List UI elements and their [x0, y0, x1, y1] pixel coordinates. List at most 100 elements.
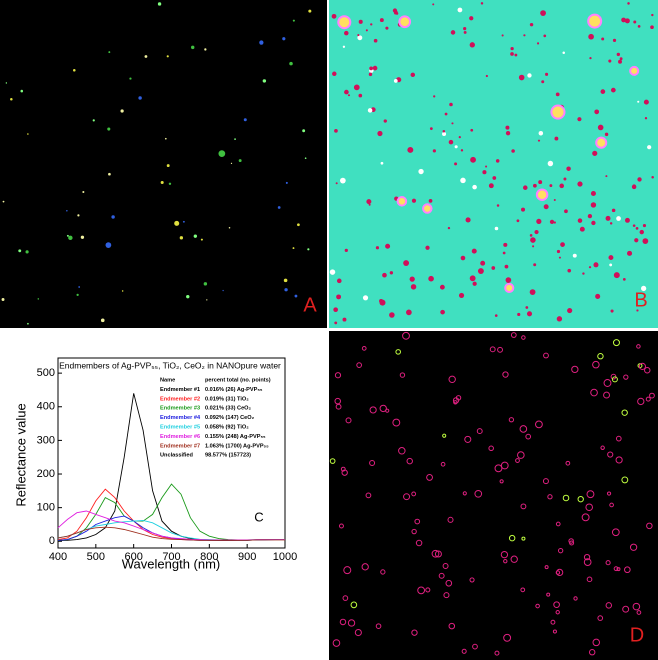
particle — [449, 102, 453, 107]
particle — [460, 255, 466, 261]
particle — [538, 130, 544, 136]
x-axis-label: Wavelength (nm) — [122, 556, 221, 571]
particle — [635, 226, 639, 230]
particle — [616, 52, 621, 57]
particle — [608, 255, 614, 261]
particle — [510, 332, 517, 338]
particle — [590, 190, 596, 196]
particle — [403, 493, 411, 501]
particle — [389, 271, 394, 275]
particle — [27, 133, 29, 135]
particle — [638, 362, 647, 370]
particle — [526, 311, 533, 317]
particle — [535, 603, 540, 609]
particle — [538, 180, 543, 185]
particle — [234, 138, 236, 140]
particle — [525, 306, 529, 309]
particle — [340, 466, 346, 472]
particle — [334, 128, 338, 133]
particle — [418, 168, 424, 175]
particle — [393, 79, 398, 83]
particle — [341, 469, 348, 476]
particle — [331, 13, 337, 19]
particle — [637, 397, 645, 406]
particle — [463, 26, 467, 31]
particle — [627, 250, 633, 256]
particle — [472, 184, 477, 190]
particle — [68, 235, 73, 241]
particle — [444, 112, 448, 116]
particle — [494, 314, 498, 317]
y-tick-label: 100 — [37, 502, 55, 514]
particle — [623, 374, 629, 380]
particle — [499, 479, 504, 484]
legend-percent: 0.058% (92) TiO₂ — [205, 424, 249, 430]
particle — [607, 451, 614, 458]
particle — [597, 352, 604, 360]
particle — [108, 51, 111, 54]
particle — [508, 417, 515, 423]
particle — [470, 128, 474, 132]
particle — [129, 77, 132, 80]
particle — [465, 217, 471, 223]
particle — [342, 317, 347, 322]
particle — [505, 277, 512, 283]
particle — [204, 48, 207, 51]
particle — [294, 294, 298, 298]
particle — [605, 175, 608, 178]
particle — [588, 266, 592, 269]
particle — [417, 586, 426, 595]
particle — [308, 9, 312, 13]
legend-name: Endmember #4 — [160, 415, 201, 421]
particle — [406, 309, 412, 316]
particle — [411, 491, 417, 497]
particle — [621, 17, 626, 23]
particle — [439, 284, 445, 290]
chart-title: Endmembers of Ag-PVP₅₅, TiO₂, CeO₂ in NA… — [59, 360, 281, 370]
panel-label: A — [303, 294, 317, 316]
particle — [357, 35, 363, 41]
particle — [537, 139, 541, 142]
particle — [107, 127, 111, 131]
x-tick-label: 1000 — [273, 551, 297, 563]
particle — [120, 109, 124, 113]
particle — [592, 150, 598, 156]
particle — [517, 451, 525, 459]
particle — [329, 458, 336, 464]
particle — [174, 220, 180, 226]
particle — [520, 587, 526, 593]
particle — [369, 459, 376, 466]
particle — [586, 576, 593, 583]
particle — [609, 502, 614, 508]
particle — [440, 461, 446, 467]
particle — [402, 331, 410, 340]
particle — [612, 38, 617, 42]
particle — [608, 59, 612, 63]
particle — [639, 229, 644, 235]
particle — [425, 587, 431, 593]
particle — [433, 95, 436, 98]
legend-percent: 0.155% (248) Ag-PVP₅₅ — [205, 434, 266, 440]
x-tick-label: 500 — [87, 551, 105, 563]
particle — [450, 30, 456, 35]
particle — [540, 10, 546, 16]
particle — [554, 136, 559, 141]
particle — [160, 180, 164, 184]
particle — [494, 464, 503, 473]
x-tick-label: 800 — [200, 551, 218, 563]
particle — [66, 234, 69, 237]
particle — [555, 610, 560, 615]
particle — [567, 268, 572, 273]
particle — [577, 218, 583, 223]
particle — [336, 278, 342, 284]
particle — [622, 277, 626, 281]
particle — [344, 248, 348, 252]
particle — [600, 89, 606, 94]
particle — [411, 528, 417, 535]
particle — [556, 249, 561, 254]
particle — [517, 312, 521, 317]
particle — [366, 199, 372, 205]
particle — [577, 117, 582, 122]
particle — [368, 72, 373, 77]
particle — [583, 553, 591, 561]
